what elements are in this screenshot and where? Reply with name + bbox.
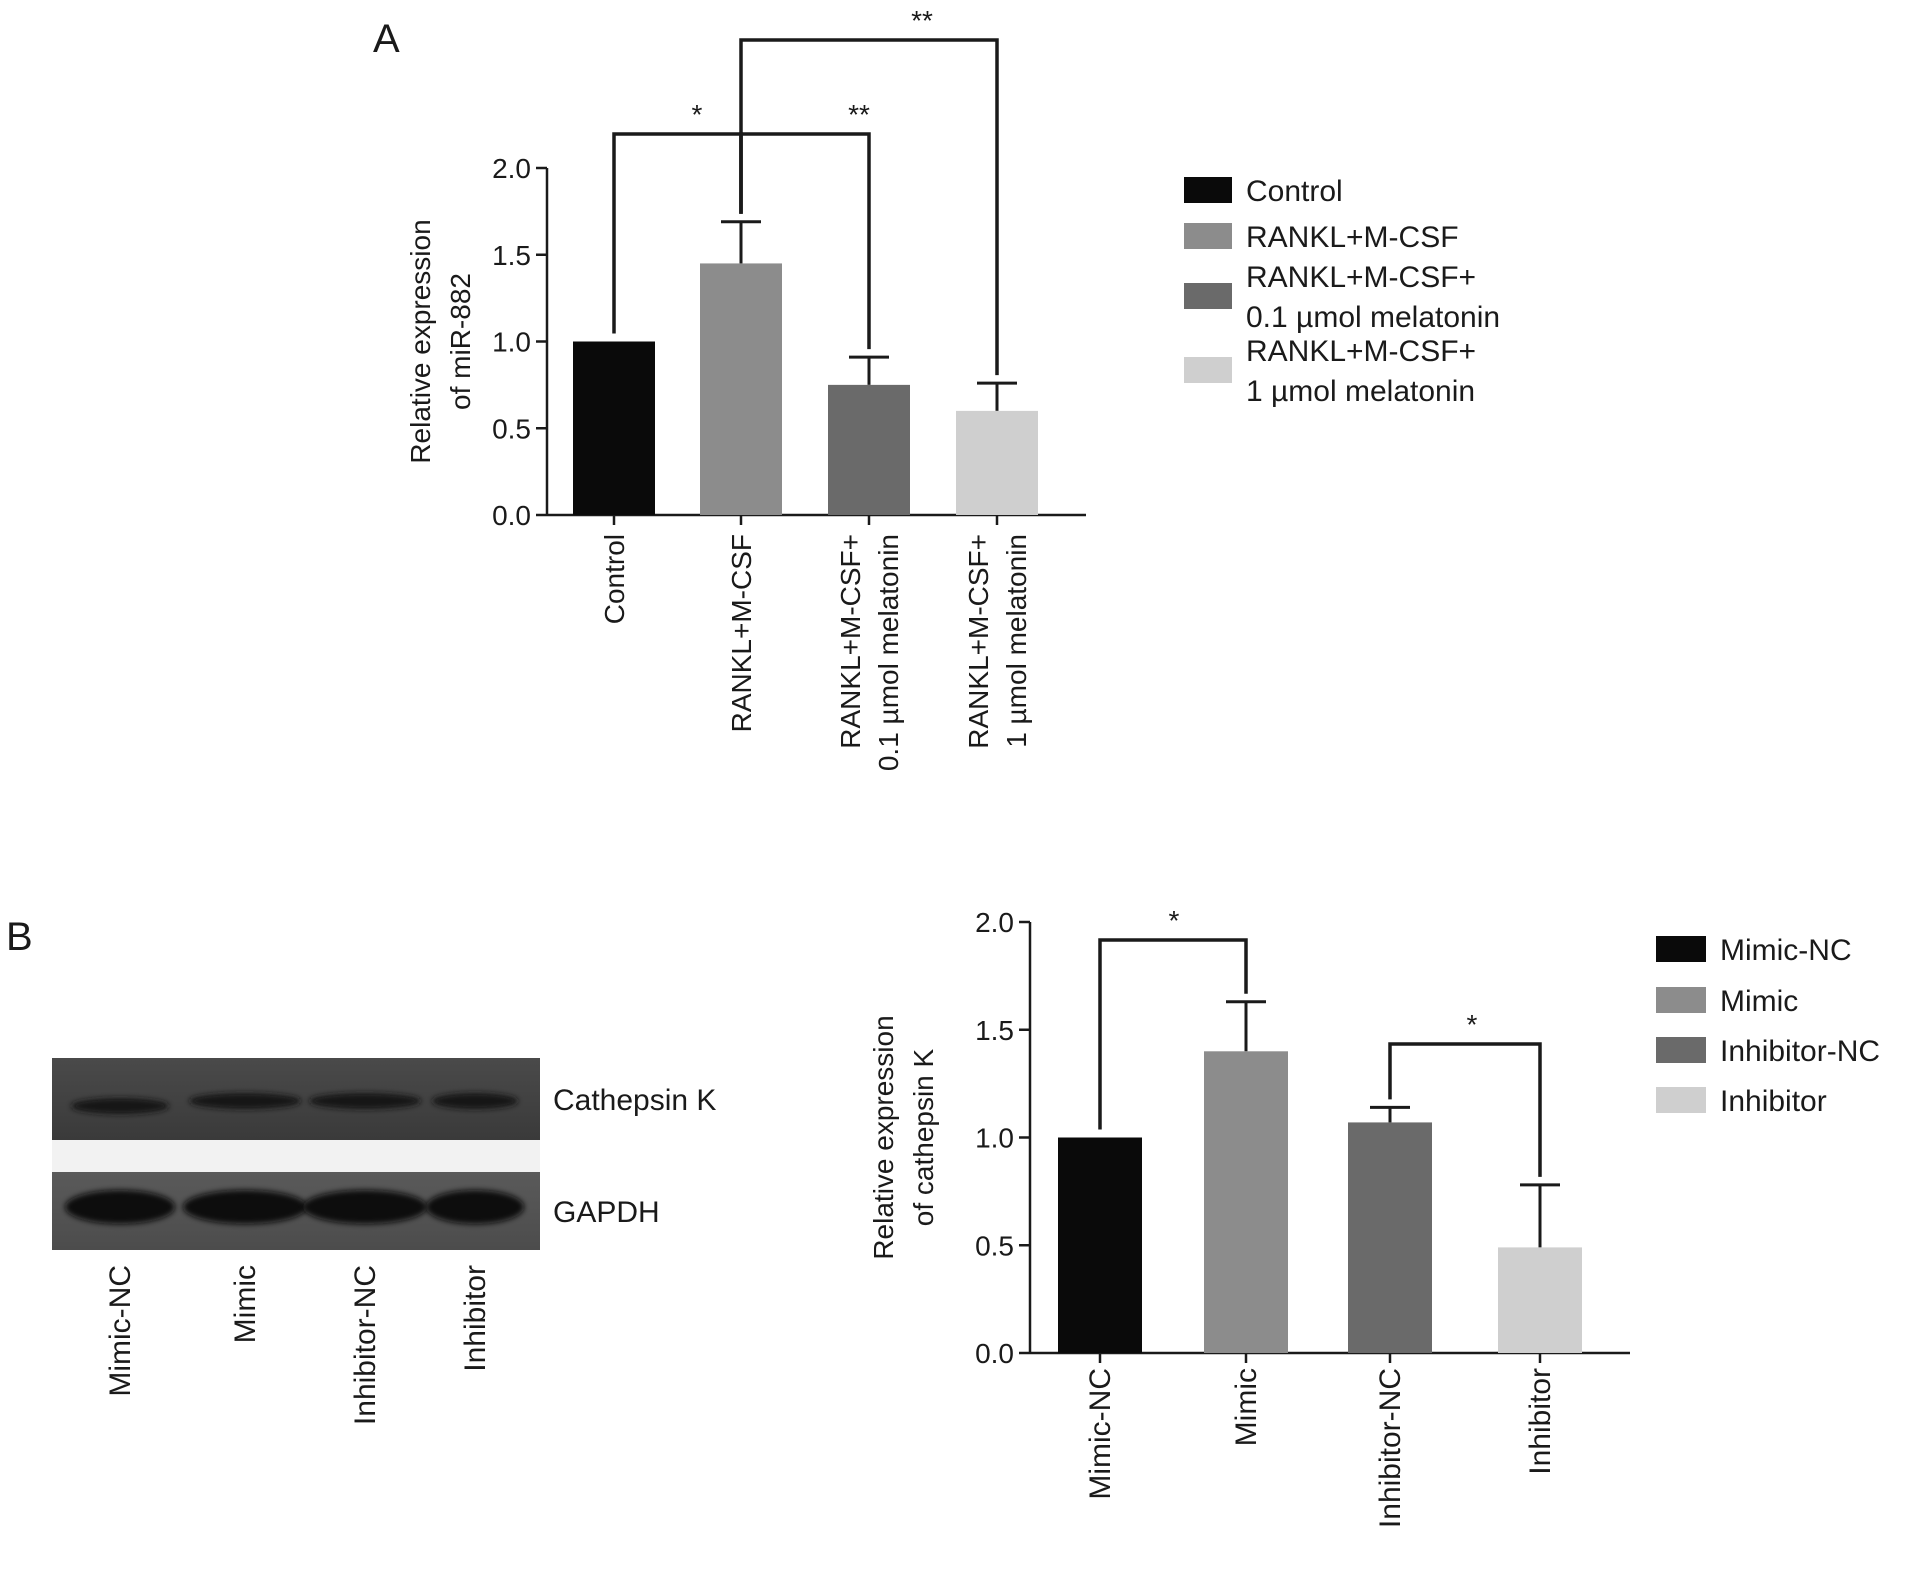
- legend-swatch: [1656, 1037, 1706, 1063]
- legend-label: 0.1 µmol melatonin: [1246, 301, 1500, 334]
- blot-band-cathepsin-k: [189, 1093, 301, 1109]
- blot-label-cathepsin-k: Cathepsin K: [553, 1084, 716, 1117]
- y-tick-label: 1.5: [492, 240, 531, 271]
- legend-label: Mimic-NC: [1720, 934, 1852, 967]
- y-tick-label: 1.0: [492, 327, 531, 358]
- legend-swatch: [1656, 1087, 1706, 1113]
- x-tick-label: Inhibitor-NC: [1374, 1368, 1407, 1528]
- blot-lane-label: Mimic-NC: [104, 1265, 137, 1397]
- bar: [700, 263, 782, 515]
- blot-gap: [52, 1140, 540, 1172]
- y-tick-label: 2.0: [492, 153, 531, 184]
- significance-label: **: [848, 99, 870, 130]
- y-tick-label: 0.5: [975, 1230, 1014, 1261]
- western-blot: Cathepsin K GAPDH Mimic-NC Mimic Inhibitor…: [52, 1058, 716, 1425]
- significance-bracket: [739, 38, 999, 376]
- legend-label: RANKL+M-CSF+: [1246, 335, 1476, 368]
- blot-band-gapdh: [183, 1190, 307, 1224]
- blot-lane-label: Inhibitor-NC: [349, 1265, 382, 1425]
- significance-label: *: [1467, 1009, 1478, 1040]
- y-tick-label: 0.0: [492, 500, 531, 531]
- blot-band-cathepsin-k: [71, 1098, 169, 1114]
- significance-label: **: [911, 5, 933, 36]
- legend-label: Control: [1246, 175, 1343, 208]
- y-tick-label: 2.0: [975, 907, 1014, 938]
- x-tick-label: RANKL+M-CSF+: [963, 534, 994, 749]
- legend-swatch: [1656, 987, 1706, 1013]
- y-axis-label: of cathepsin K: [908, 1048, 939, 1226]
- significance-label: *: [1169, 905, 1180, 936]
- legend-swatch: [1184, 357, 1232, 383]
- blot-band-gapdh: [426, 1190, 524, 1224]
- blot-band-cathepsin-k: [432, 1093, 518, 1109]
- bar: [1348, 1122, 1432, 1353]
- legend-label: RANKL+M-CSF+: [1246, 261, 1476, 294]
- panel-b-letter: B: [6, 915, 33, 959]
- significance-label: *: [692, 99, 703, 130]
- bar: [573, 341, 655, 515]
- bar: [1204, 1051, 1288, 1353]
- y-tick-label: 1.0: [975, 1123, 1014, 1154]
- significance-bracket: [1388, 1042, 1542, 1177]
- legend-swatch: [1656, 936, 1706, 962]
- y-tick-label: 0.5: [492, 413, 531, 444]
- blot-lane-label: Inhibitor: [459, 1265, 492, 1372]
- y-axis-label: Relative expression: [868, 1015, 899, 1259]
- x-tick-label: 0.1 µmol melatonin: [873, 534, 904, 771]
- x-tick-label: RANKL+M-CSF: [726, 534, 757, 732]
- blot-band-gapdh: [65, 1190, 175, 1224]
- x-tick-label: Inhibitor: [1524, 1368, 1557, 1475]
- blot-lane-label: Mimic: [229, 1265, 262, 1343]
- blot-label-gapdh: GAPDH: [553, 1196, 660, 1229]
- legend-swatch: [1184, 223, 1232, 249]
- x-tick-label: RANKL+M-CSF+: [835, 534, 866, 749]
- x-tick-label: Control: [599, 534, 630, 624]
- legend-label: 1 µmol melatonin: [1246, 375, 1475, 408]
- y-axis-label: of miR-882: [445, 273, 476, 410]
- legend-label: Inhibitor: [1720, 1085, 1827, 1118]
- chart-a: 0.0 0.5 1.0 1.5 2.0 Relative expression of miR…: [405, 5, 1500, 771]
- bar: [956, 410, 1038, 515]
- significance-bracket: [1098, 938, 1248, 1130]
- legend-label: RANKL+M-CSF: [1246, 221, 1459, 254]
- x-tick-label: Mimic-NC: [1084, 1368, 1117, 1500]
- legend-swatch: [1184, 177, 1232, 203]
- x-tick-label: 1 µmol melatonin: [1001, 534, 1032, 748]
- x-tick-label: Mimic: [1230, 1368, 1263, 1446]
- bar: [1498, 1247, 1582, 1353]
- chart-b: 0.0 0.5 1.0 1.5 2.0 Relative expression of cat…: [868, 905, 1880, 1528]
- bar: [828, 384, 910, 515]
- panel-a-letter: A: [373, 17, 400, 61]
- y-axis-label: Relative expression: [405, 219, 436, 463]
- y-tick-label: 0.0: [975, 1338, 1014, 1369]
- legend-swatch: [1184, 283, 1232, 309]
- blot-band-gapdh: [303, 1190, 427, 1224]
- legend-label: Mimic: [1720, 985, 1798, 1018]
- bar: [1058, 1137, 1142, 1353]
- blot-band-cathepsin-k: [309, 1093, 421, 1109]
- y-tick-label: 1.5: [975, 1015, 1014, 1046]
- legend-label: Inhibitor-NC: [1720, 1035, 1880, 1068]
